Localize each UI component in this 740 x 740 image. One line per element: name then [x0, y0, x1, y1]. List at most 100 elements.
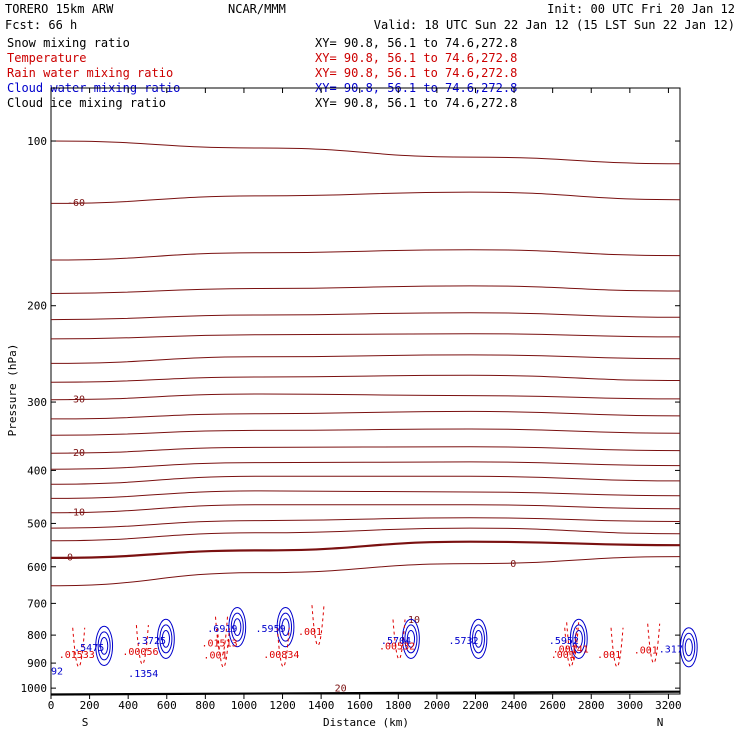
- field-xy-snow: XY= 90.8, 56.1 to 74.6,272.8: [315, 36, 517, 50]
- temperature-contour: [50, 285, 681, 294]
- cloud-water-max-label: .5952: [549, 636, 579, 647]
- field-name-snow: Snow mixing ratio: [7, 36, 130, 50]
- cloud-water-contour: [279, 612, 293, 642]
- y-tick-label: 800: [27, 629, 47, 642]
- cloud-water-max-label: .5732: [448, 636, 478, 647]
- rain-max-label: .00056: [122, 647, 158, 658]
- cloud-water-contour: [574, 629, 583, 648]
- rain-max-label: .00532: [379, 642, 415, 653]
- rain-contour: [392, 619, 406, 660]
- rain-max-label: .00141: [553, 644, 589, 655]
- plot-frame: [50, 87, 681, 695]
- temperature-contour: [50, 527, 681, 542]
- cloud-water-contour: [682, 632, 696, 662]
- field-name-cloud-ice: Cloud ice mixing ratio: [7, 96, 166, 110]
- y-tick-label: 600: [27, 561, 47, 574]
- cloud-water-contour: [402, 618, 420, 659]
- rain-max-label: .001: [203, 650, 227, 661]
- cloud-water-contour: [406, 629, 416, 648]
- cloud-water-contour: [569, 618, 588, 659]
- rain-contour: [72, 627, 86, 667]
- cloud-water-max-label: .317: [659, 644, 683, 655]
- temperature-contour: [50, 428, 681, 436]
- cloud-water-max-label: .5475: [74, 643, 104, 654]
- x-tick-label: 600: [157, 699, 177, 712]
- cloud-water-contour: [404, 624, 418, 654]
- cloud-water-contour: [281, 618, 290, 637]
- data-labels: .5475 .3725 .6919 .5959 .5704 .5732 .5952 .317.…: [51, 624, 683, 680]
- x-tick-label: 800: [195, 699, 215, 712]
- x-tick-label: 1200: [269, 699, 296, 712]
- temperature-contour: [50, 393, 681, 401]
- cloud-water-contour: [469, 618, 488, 659]
- rain-max-label: .001: [597, 650, 621, 661]
- x-tick-label: 2200: [462, 699, 489, 712]
- rain-max-label: .001: [551, 650, 575, 661]
- y-tick-label: 700: [27, 597, 47, 610]
- field-name-rain: Rain water mixing ratio: [7, 66, 173, 80]
- temperature-contour: [50, 191, 681, 204]
- field-xy-temperature: XY= 90.8, 56.1 to 74.6,272.8: [315, 51, 517, 65]
- rain-max-label: .01513: [201, 639, 237, 650]
- temperature-contour: [50, 490, 681, 499]
- cloud-water-contour: [230, 612, 244, 642]
- field-xy-rain: XY= 90.8, 56.1 to 74.6,272.8: [315, 66, 517, 80]
- rain-contour: [276, 627, 290, 667]
- forecast-hour: Fcst: 66 h: [5, 18, 77, 32]
- field-name-temperature: Temperature: [7, 51, 86, 65]
- rain-contour: [214, 616, 228, 657]
- y-tick-label: 300: [27, 396, 47, 409]
- x-tick-label: 1000: [231, 699, 258, 712]
- model-title: TORERO 15km ARW: [5, 2, 114, 16]
- cloud-water-contour: [100, 637, 109, 655]
- temperature-contour: [50, 461, 681, 470]
- temperature-contour: [50, 517, 681, 529]
- cloud-water-contour: [228, 607, 247, 648]
- cloud-water-max-label: .1354: [128, 669, 158, 680]
- temperature-contour-label: -60: [67, 198, 85, 209]
- cloud-water-contour: [572, 624, 586, 654]
- y-tick-label: 500: [27, 517, 47, 530]
- x-tick-label: 200: [80, 699, 100, 712]
- cloud-water-contour: [684, 638, 693, 657]
- y-tick-label: 900: [27, 657, 47, 670]
- x-tick-label: 2800: [578, 699, 605, 712]
- cloud-water-contour: [474, 629, 483, 648]
- cloud-water-max-label: .6919: [207, 624, 237, 635]
- rain-contour: [566, 622, 580, 662]
- temperature-contour: [50, 374, 681, 383]
- cloud-water-contour: [95, 625, 114, 667]
- temperature-contour-label: -20: [67, 448, 85, 459]
- rain-contour: [610, 627, 624, 667]
- temperature-contour-label: 0: [67, 553, 73, 564]
- rain-contour: [216, 628, 230, 668]
- y-tick-label: 100: [27, 135, 47, 148]
- rain-contour: [311, 605, 325, 646]
- temperature-contour-label: -10: [67, 508, 85, 519]
- x-tick-label: 1800: [385, 699, 412, 712]
- x-tick-label: 1600: [346, 699, 373, 712]
- x-tick-label: 3000: [617, 699, 644, 712]
- cloud-water-contour: [233, 618, 242, 637]
- temperature-contour: [50, 540, 681, 559]
- south-label: S: [82, 716, 89, 729]
- cloud-water-contour: [276, 607, 295, 648]
- x-tick-label: 3200: [655, 699, 682, 712]
- x-tick-label: 2600: [539, 699, 566, 712]
- rain-contours: [72, 605, 661, 668]
- temperature-contour: [50, 504, 681, 514]
- temperature-contour: [50, 354, 681, 364]
- rain-max-label: .01533: [59, 650, 95, 661]
- rain-contour: [647, 623, 661, 664]
- cloud-water-contour: [161, 629, 170, 648]
- cloud-water-contour: [471, 624, 485, 654]
- cloud-water-contour: [97, 631, 111, 661]
- cloud-water-contour: [156, 618, 175, 659]
- cloud-water-max-label: 92: [51, 667, 63, 678]
- y-tick-label: 1000: [21, 682, 48, 695]
- temperature-contour-label: 20: [335, 684, 347, 695]
- temperature-contour-label: 0: [510, 559, 516, 570]
- x-tick-label: 0: [48, 699, 55, 712]
